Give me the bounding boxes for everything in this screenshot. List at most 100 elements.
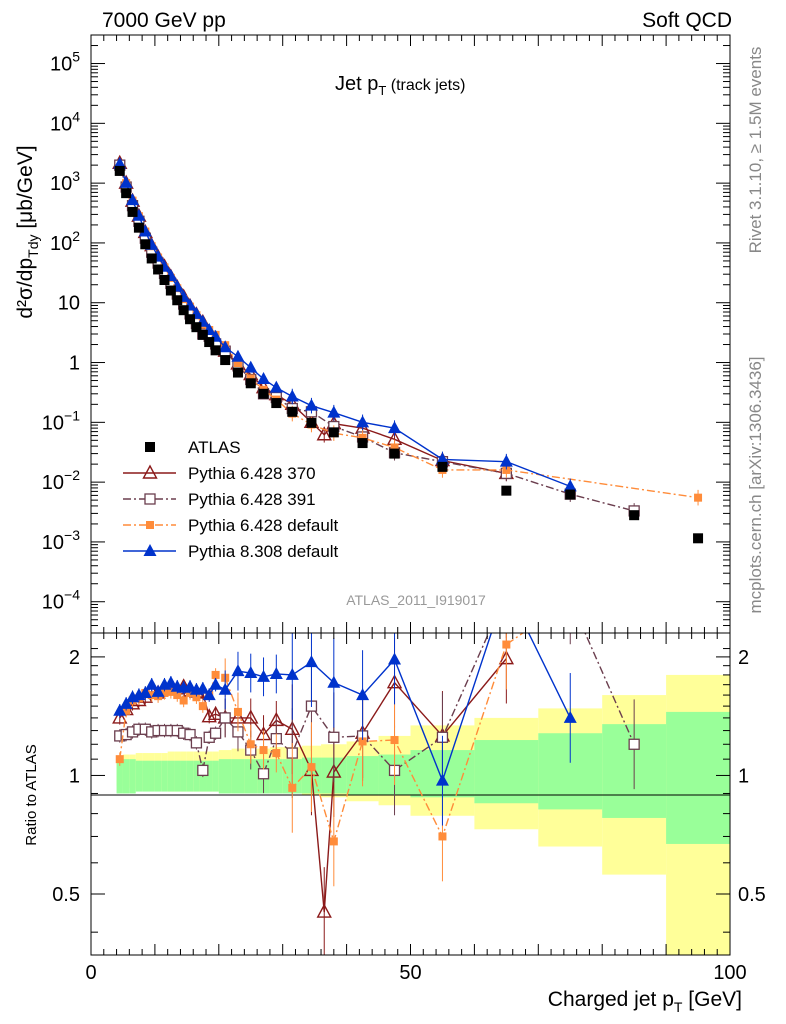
data-point: [565, 489, 576, 500]
ratio-point: [502, 640, 511, 649]
y-tick-label: 103: [50, 168, 80, 195]
data-point: [502, 465, 511, 474]
band-inner: [186, 760, 194, 792]
data-point: [127, 206, 138, 217]
y-axis-label-main: d²σ/dpTdy [μb/GeV]: [14, 145, 41, 318]
band-inner: [244, 759, 258, 794]
data-point: [258, 388, 269, 399]
ratio-point: [112, 709, 128, 724]
ratio-point: [219, 712, 231, 724]
band-inner: [180, 760, 187, 792]
main-series-group: [112, 154, 704, 544]
band-inner: [174, 760, 181, 792]
data-point: [245, 378, 256, 389]
data-point: [178, 305, 189, 316]
band-inner: [161, 760, 168, 792]
data-point: [231, 349, 245, 362]
data-point: [257, 372, 271, 385]
ratio-point: [166, 687, 175, 696]
data-point: [389, 448, 400, 459]
data-point: [306, 417, 317, 428]
axis-tick-labels: 0 50 100 10−4 10−3 10−2 10−1 1 10 102 103 104 105 0.5…: [42, 49, 766, 984]
ratio-point: [356, 688, 370, 701]
y-tick-label: 10−3: [42, 527, 80, 554]
data-point: [388, 421, 402, 434]
data-point: [693, 533, 704, 544]
data-point: [356, 415, 370, 428]
data-point: [271, 398, 282, 409]
data-point: [113, 156, 127, 169]
ratio-point: [197, 764, 209, 777]
data-point: [132, 208, 146, 221]
ratio-point: [145, 677, 159, 690]
ratio-point: [257, 669, 271, 682]
ratio-point: [329, 837, 338, 846]
legend-entry: Pythia 6.428 370: [123, 464, 316, 483]
ratio-point: [233, 707, 242, 716]
y-tick-label: 10−2: [42, 467, 80, 494]
x-axis-label: Charged jet pT [GeV]: [548, 988, 742, 1015]
ratio-point: [438, 832, 447, 841]
data-point: [357, 438, 368, 449]
ratio-y-tick-label-right: 0.5: [738, 884, 766, 906]
ratio-point: [209, 727, 222, 739]
ratio-point: [307, 763, 316, 772]
data-point: [218, 340, 232, 353]
legend-marker: [144, 493, 156, 505]
band-inner: [142, 760, 149, 792]
data-point: [437, 461, 448, 472]
ratio-point: [288, 783, 297, 792]
legend-entry: Pythia 6.428 default: [123, 516, 339, 535]
ratio-point: [328, 731, 340, 743]
mcplots-label: mcplots.cern.ch [arXiv:1306.3436]: [746, 356, 765, 613]
band-inner: [218, 759, 232, 794]
data-point: [233, 359, 242, 368]
ratio-y-tick-label-left: 0.5: [52, 884, 80, 906]
ratio-point: [207, 705, 224, 720]
data-point: [563, 479, 577, 492]
band-inner: [666, 711, 730, 844]
ratio-point: [231, 664, 245, 677]
legend-label: Pythia 8.308 default: [188, 542, 339, 561]
data-point: [121, 188, 132, 199]
y-axis-label-ratio: Ratio to ATLAS: [23, 744, 40, 845]
data-point: [287, 406, 298, 417]
data-point: [138, 224, 152, 237]
ratio-point: [113, 703, 127, 716]
band-inner: [135, 760, 143, 792]
ratio-y-tick-label-right: 2: [738, 647, 749, 669]
ratio-point: [316, 903, 332, 918]
band-inner: [206, 760, 213, 792]
ratio-uncertainty-bands: [116, 674, 730, 955]
data-point: [114, 165, 125, 176]
ratio-series-4: [113, 633, 577, 826]
band-inner: [116, 759, 123, 794]
data-point: [146, 253, 157, 264]
legend-marker: [146, 521, 154, 529]
band-inner: [122, 759, 130, 794]
y-tick-label: 10−1: [42, 407, 80, 434]
ratio-y-tick-label-left: 1: [69, 765, 80, 787]
data-point: [328, 427, 339, 438]
band-inner: [154, 760, 162, 792]
data-point: [244, 360, 258, 373]
data-point: [172, 295, 183, 306]
ratio-y-tick-label-right: 1: [738, 765, 749, 787]
analysis-label: ATLAS_2011_I919017: [346, 592, 486, 608]
band-inner: [474, 740, 539, 804]
x-tick-label: 100: [713, 962, 746, 984]
data-point: [126, 193, 140, 206]
ratio-y-tick-label-left: 2: [69, 647, 80, 669]
legend: ATLAS Pythia 6.428 370 Pythia 6.428 391 Pyt…: [123, 438, 339, 561]
legend-entry: ATLAS: [145, 438, 241, 457]
ratio-point: [209, 677, 223, 690]
y-tick-label: 102: [50, 228, 80, 255]
data-point: [119, 175, 133, 188]
data-point: [204, 337, 215, 348]
data-point: [165, 285, 176, 296]
data-point: [133, 222, 144, 233]
ratio-point: [218, 682, 232, 695]
ratio-point: [304, 655, 318, 668]
band-inner: [231, 759, 245, 794]
